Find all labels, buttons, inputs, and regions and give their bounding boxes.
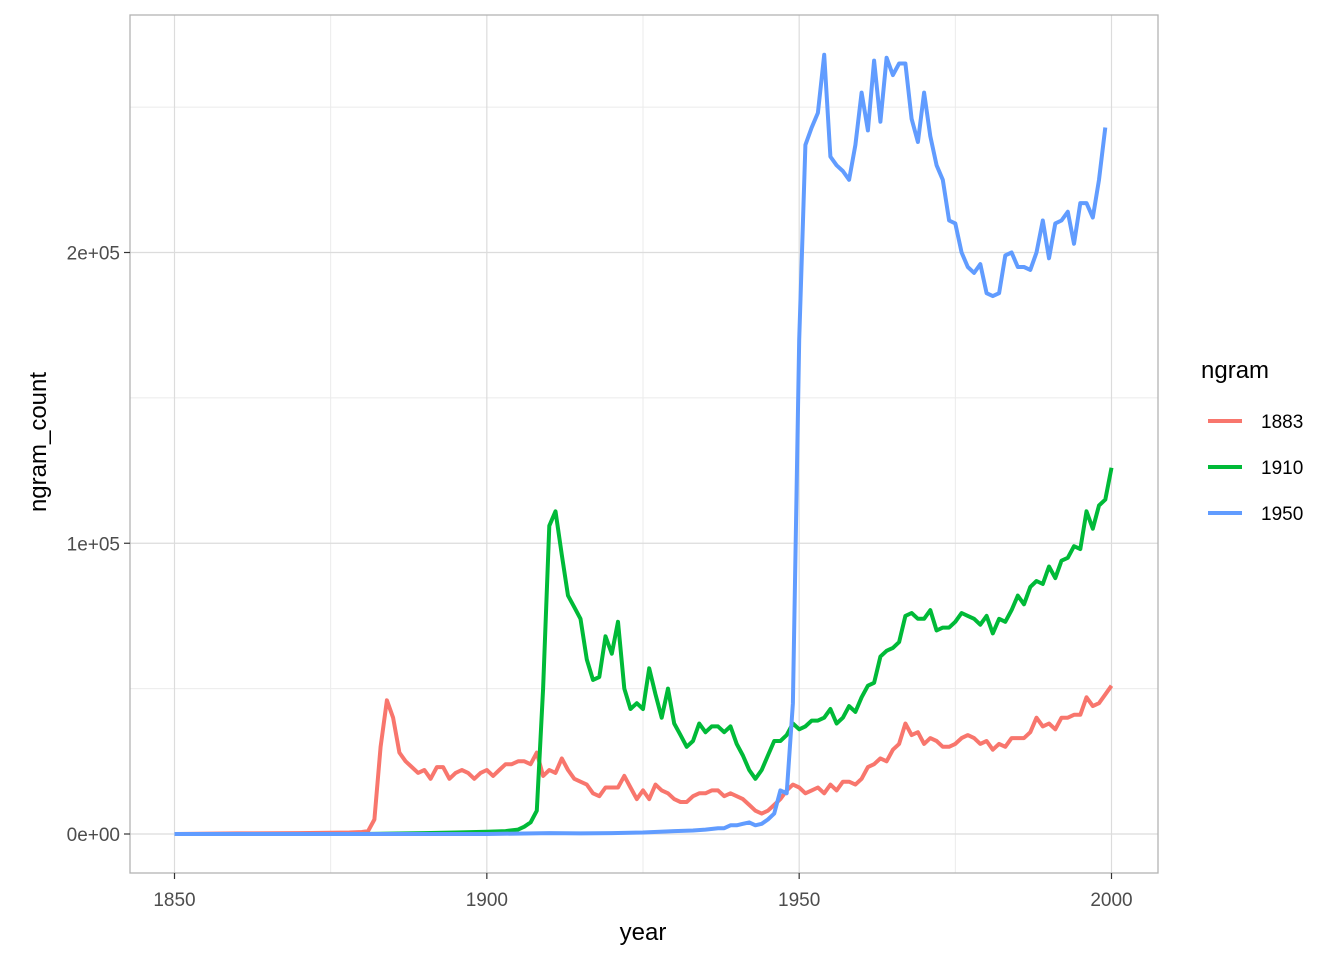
- y-axis-title: ngram_count: [25, 372, 52, 512]
- y-tick-label: 0e+00: [67, 825, 120, 846]
- x-tick-label: 1850: [153, 890, 195, 911]
- x-axis-title: year: [620, 919, 667, 946]
- y-tick-label: 1e+05: [67, 534, 120, 555]
- y-axis-ticks: 0e+00 1e+05 2e+05: [67, 244, 130, 846]
- x-tick-label: 1900: [466, 890, 508, 911]
- legend-label: 1910: [1261, 458, 1303, 479]
- legend-title: ngram: [1201, 357, 1269, 384]
- x-axis-ticks: 1850 1900 1950 2000: [153, 873, 1133, 911]
- legend-label: 1950: [1261, 504, 1303, 525]
- legend-item-1910: 1910: [1208, 458, 1303, 479]
- panel-border: [129, 14, 1159, 874]
- legend-label: 1883: [1261, 412, 1303, 433]
- x-tick-label: 2000: [1090, 890, 1132, 911]
- series-line-1883: [174, 684, 1114, 836]
- legend-item-1883: 1883: [1208, 412, 1303, 433]
- x-tick-label: 1950: [778, 890, 820, 911]
- y-tick-label: 2e+05: [67, 244, 120, 265]
- legend-item-1950: 1950: [1208, 504, 1303, 525]
- legend: ngram 1883 1910 1950: [1201, 357, 1303, 525]
- series-line-1950: [174, 52, 1108, 836]
- minor-gridlines: [130, 15, 1158, 873]
- series-line-1910: [174, 467, 1114, 836]
- series-lines: [174, 52, 1114, 836]
